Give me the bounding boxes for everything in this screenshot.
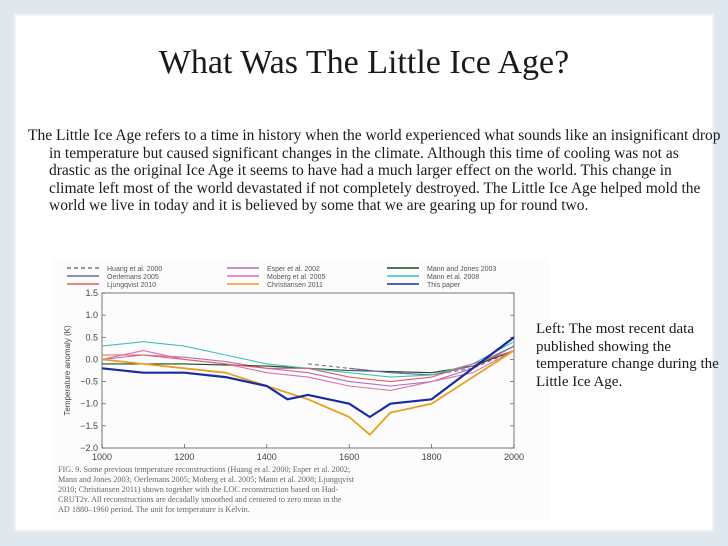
legend-label: Oerlemans 2005 <box>107 274 159 281</box>
legend-label: This paper <box>427 282 461 289</box>
x-tick-label: 1400 <box>257 452 277 462</box>
y-tick-label: 1.0 <box>85 310 98 320</box>
figure-caption-line: FIG. 9. Some previous temperature recons… <box>58 465 350 474</box>
figure-side-caption: Left: The most recent data published sho… <box>536 321 719 390</box>
y-tick-label: 1.5 <box>85 288 98 298</box>
figure-caption-line: Mann and Jones 2003; Oerlemans 2005; Mob… <box>58 475 355 484</box>
x-tick-label: 1200 <box>174 452 194 462</box>
x-tick-label: 1600 <box>339 452 359 462</box>
figure-image: Huang et al. 2000 Oerlemans 2005 Ljungqvis… <box>52 258 550 520</box>
slide-body-text: The Little Ice Age refers to a time in h… <box>28 127 721 215</box>
series-line <box>101 336 515 419</box>
figure-caption-line: 2010; Christiansen 2011) shown together … <box>58 485 338 494</box>
y-tick-label: 0.5 <box>85 332 98 342</box>
y-tick-label: 0.0 <box>85 354 98 364</box>
series-line <box>102 350 515 383</box>
series-line <box>349 345 515 376</box>
y-axis-label: Temperature anomaly (K) <box>63 325 72 416</box>
x-tick-label: 1800 <box>422 452 442 462</box>
y-tick-label: −0.5 <box>80 377 98 387</box>
y-tick-label: −1.0 <box>80 399 98 409</box>
series-line <box>101 350 515 391</box>
legend-label: Mann and Jones 2003 <box>427 266 496 273</box>
legend-label: Christiansen 2011 <box>267 282 323 289</box>
legend-label: Esper et al. 2002 <box>267 266 320 273</box>
x-tick-label: 2000 <box>504 452 524 462</box>
series-line <box>101 349 515 436</box>
legend-label: Moberg et al. 2005 <box>267 274 325 281</box>
figure-caption-line: CRUT2v. All reconstructions are decadall… <box>58 495 342 504</box>
y-tick-label: −2.0 <box>80 443 98 453</box>
legend-label: Ljungqvist 2010 <box>107 282 156 289</box>
x-tick-label: 1000 <box>92 452 112 462</box>
figure-caption-line: AD 1880–1960 period. The unit for temper… <box>58 505 250 514</box>
legend-label: Huang et al. 2000 <box>107 266 162 273</box>
legend-label: Mann et al. 2008 <box>427 274 479 281</box>
plot-frame <box>101 292 515 449</box>
slide-title: What Was The Little Ice Age? <box>158 44 570 81</box>
y-tick-label: −1.5 <box>80 421 98 431</box>
